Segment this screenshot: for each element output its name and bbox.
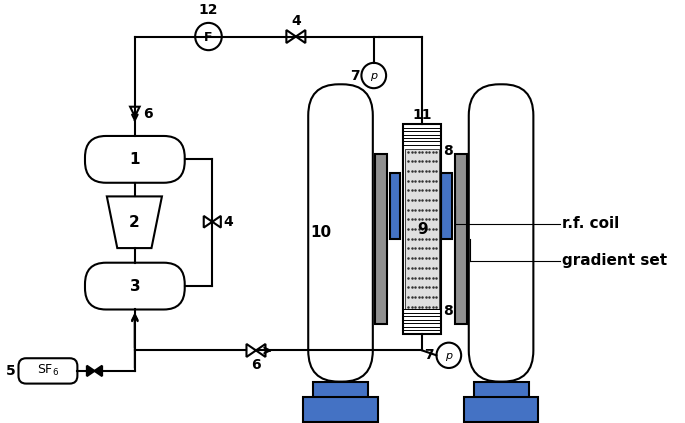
Text: 9: 9 bbox=[417, 222, 427, 236]
Text: 6: 6 bbox=[143, 107, 153, 121]
Text: 8: 8 bbox=[443, 305, 453, 319]
Text: 7: 7 bbox=[350, 69, 360, 82]
Polygon shape bbox=[247, 344, 256, 357]
Bar bbox=[473, 382, 529, 399]
Text: 10: 10 bbox=[310, 225, 331, 240]
Text: r.f. coil: r.f. coil bbox=[562, 216, 619, 231]
Polygon shape bbox=[296, 30, 306, 43]
Text: 4: 4 bbox=[291, 14, 301, 28]
Bar bbox=[441, 173, 451, 239]
Text: F: F bbox=[204, 31, 213, 44]
Polygon shape bbox=[95, 366, 102, 376]
Polygon shape bbox=[87, 366, 95, 376]
Polygon shape bbox=[203, 216, 212, 228]
FancyBboxPatch shape bbox=[85, 136, 185, 183]
Bar bbox=[303, 397, 377, 422]
Polygon shape bbox=[212, 216, 221, 228]
Circle shape bbox=[362, 63, 386, 88]
Polygon shape bbox=[107, 196, 162, 248]
Polygon shape bbox=[130, 107, 140, 116]
Circle shape bbox=[436, 343, 461, 368]
Bar bbox=[375, 154, 387, 324]
Circle shape bbox=[195, 23, 222, 50]
Text: 12: 12 bbox=[199, 3, 219, 17]
Text: 11: 11 bbox=[412, 107, 432, 121]
Bar bbox=[403, 124, 441, 334]
Text: 2: 2 bbox=[129, 215, 140, 230]
FancyBboxPatch shape bbox=[308, 84, 373, 382]
Polygon shape bbox=[256, 344, 266, 357]
Bar bbox=[390, 173, 400, 239]
FancyBboxPatch shape bbox=[85, 263, 185, 310]
Text: 5: 5 bbox=[6, 364, 16, 378]
Bar bbox=[313, 382, 368, 399]
Bar bbox=[405, 148, 439, 310]
Text: 6: 6 bbox=[251, 358, 261, 372]
FancyBboxPatch shape bbox=[469, 84, 534, 382]
Text: 4: 4 bbox=[224, 215, 234, 229]
Polygon shape bbox=[286, 30, 296, 43]
Bar bbox=[455, 154, 467, 324]
Text: p: p bbox=[445, 351, 452, 361]
Bar bbox=[464, 397, 538, 422]
Text: 7: 7 bbox=[424, 348, 434, 363]
Text: 3: 3 bbox=[129, 279, 140, 294]
Text: gradient set: gradient set bbox=[562, 253, 667, 268]
FancyBboxPatch shape bbox=[18, 358, 77, 384]
Text: 8: 8 bbox=[443, 143, 453, 158]
Text: p: p bbox=[370, 71, 377, 82]
Text: 1: 1 bbox=[129, 152, 140, 167]
Text: SF$_6$: SF$_6$ bbox=[37, 363, 59, 379]
